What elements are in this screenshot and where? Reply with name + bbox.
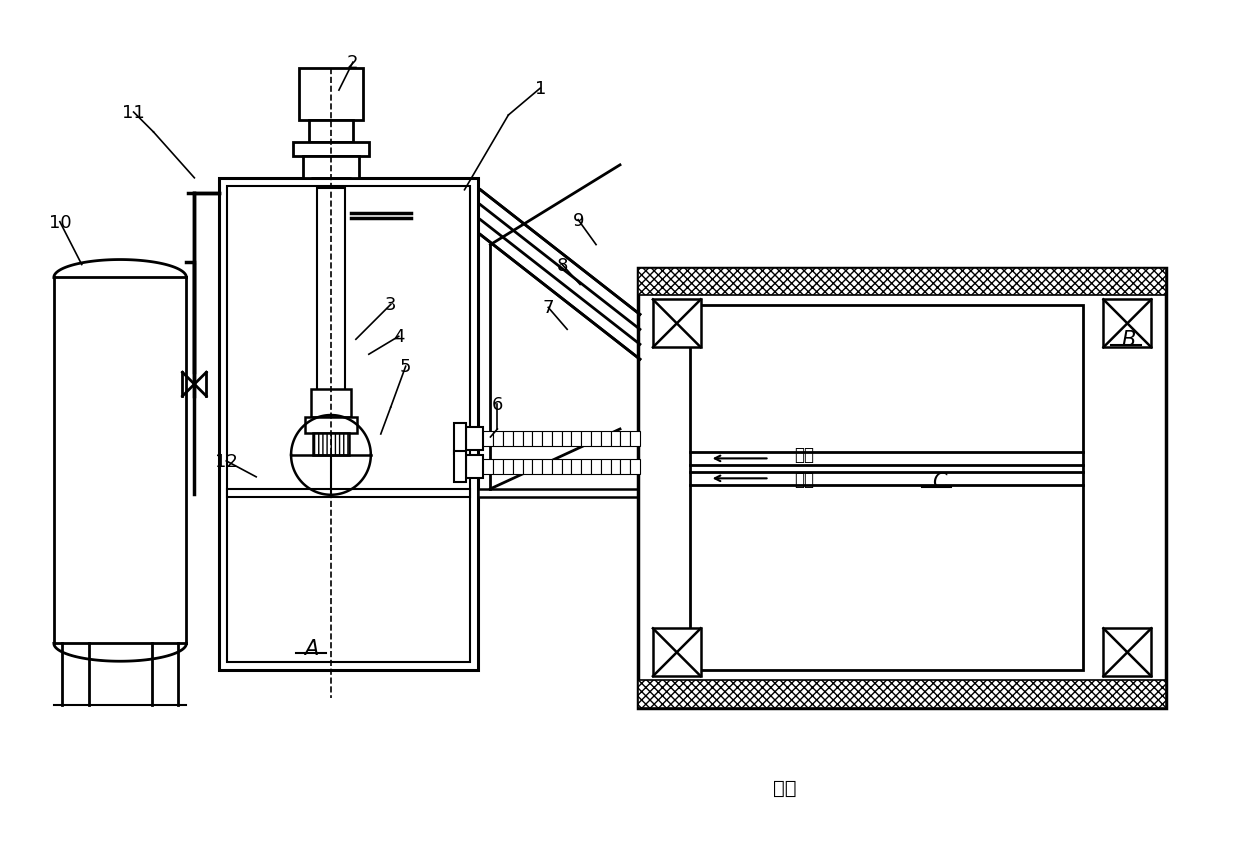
Bar [562, 460, 572, 474]
Bar [552, 432, 562, 446]
Bar [219, 178, 479, 670]
Bar [303, 157, 358, 178]
Bar [552, 460, 562, 474]
Bar [601, 432, 610, 446]
Bar [620, 432, 630, 446]
Bar [572, 460, 582, 474]
Text: 1: 1 [534, 80, 546, 98]
Text: 气相: 气相 [795, 445, 815, 463]
Text: 3: 3 [384, 296, 397, 314]
Bar [317, 189, 345, 397]
Bar [637, 268, 1166, 708]
Text: 9: 9 [573, 212, 584, 229]
Bar [542, 460, 552, 474]
Bar [532, 432, 542, 446]
Text: 5: 5 [401, 357, 412, 376]
Bar [454, 451, 465, 482]
Bar [454, 423, 465, 455]
Bar [513, 460, 522, 474]
Bar [582, 460, 591, 474]
Text: 6: 6 [492, 396, 503, 414]
Text: B: B [1121, 330, 1136, 350]
Bar [494, 432, 503, 446]
Bar [1104, 629, 1151, 676]
Bar [484, 460, 494, 474]
Bar [653, 300, 701, 348]
Text: A: A [304, 639, 319, 659]
Bar [312, 433, 348, 456]
Bar [640, 456, 650, 479]
Bar [572, 432, 582, 446]
Bar [650, 426, 665, 445]
Bar [227, 187, 470, 663]
Bar [591, 432, 601, 446]
Text: 液相: 液相 [795, 470, 815, 488]
Bar [293, 142, 368, 157]
Text: 转子: 转子 [773, 779, 796, 798]
Bar [311, 390, 351, 417]
Bar [299, 69, 363, 121]
Bar [522, 432, 532, 446]
Text: 2: 2 [347, 54, 358, 73]
Bar [620, 460, 630, 474]
Text: 10: 10 [48, 213, 71, 231]
Bar [630, 432, 640, 446]
Bar [582, 432, 591, 446]
Text: 7: 7 [542, 299, 554, 317]
Bar [562, 432, 572, 446]
Bar [653, 629, 701, 676]
Bar [465, 456, 484, 479]
Bar [650, 454, 665, 473]
Bar [513, 432, 522, 446]
Bar [227, 490, 470, 497]
Bar [640, 427, 650, 450]
Bar [1104, 300, 1151, 348]
Text: 8: 8 [557, 256, 568, 274]
Text: 4: 4 [393, 328, 404, 345]
Bar [610, 460, 620, 474]
Bar [465, 427, 484, 450]
Bar [305, 417, 357, 433]
Bar [494, 460, 503, 474]
Bar [591, 460, 601, 474]
Text: C: C [931, 471, 946, 491]
Bar [689, 306, 1084, 670]
Bar [630, 460, 640, 474]
Bar [479, 490, 678, 497]
Bar [309, 121, 353, 142]
Bar [503, 432, 513, 446]
Text: 12: 12 [215, 452, 238, 470]
Bar [484, 432, 494, 446]
Bar [637, 681, 1166, 708]
Bar [532, 460, 542, 474]
Bar [522, 460, 532, 474]
Bar [503, 460, 513, 474]
Text: 11: 11 [123, 104, 145, 122]
Bar [637, 268, 1166, 296]
Bar [610, 432, 620, 446]
Bar [542, 432, 552, 446]
Bar [601, 460, 610, 474]
